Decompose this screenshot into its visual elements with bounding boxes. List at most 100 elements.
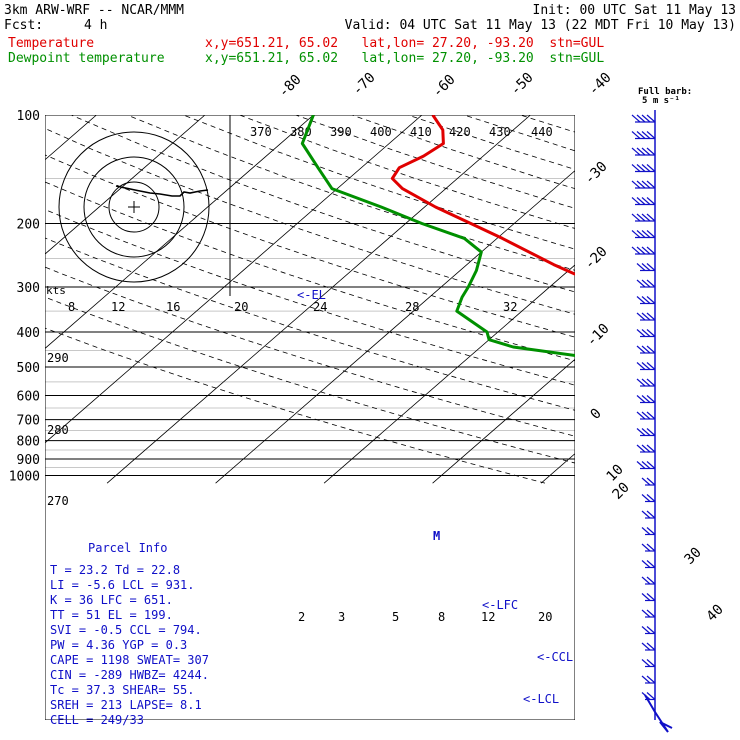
wind-barb: [631, 230, 641, 238]
theta-label: 400: [370, 125, 392, 139]
wind-barb: [641, 279, 651, 288]
wind-barb: [636, 164, 646, 172]
speed-label: 28: [405, 300, 419, 314]
wind-barb: [636, 411, 646, 420]
dry-adiabat: [689, 115, 740, 483]
wind-barb: [646, 230, 656, 238]
temperature-legend: Temperature: [8, 36, 95, 51]
hodograph-kts-label: kts: [46, 284, 66, 297]
isotherm: [215, 170, 575, 484]
isotherm-label: 10: [604, 462, 627, 485]
temperature-location: x,y=651.21, 65.02 lat,lon= 27.20, -93.20…: [205, 36, 605, 51]
parcel-info-row: Tc = 37.3 SHEAR= 55.: [50, 683, 195, 697]
speed-label: 16: [166, 300, 180, 314]
wind-barb: [641, 345, 651, 354]
wind-barb: [641, 576, 651, 585]
wind-barb: [631, 213, 641, 222]
theta-label: 420: [449, 125, 471, 139]
wind-barb: [646, 659, 656, 667]
theta-label: 280: [47, 423, 69, 437]
pressure-label: 200: [17, 218, 40, 233]
wind-barb: [641, 609, 651, 618]
theta-label: 390: [330, 125, 352, 139]
isotherm-label: -10: [584, 321, 613, 350]
wind-barb: [641, 114, 651, 123]
parcel-info-row: TT = 51 EL = 199.: [50, 608, 173, 622]
wind-barb: [641, 444, 651, 453]
parcel-info-title: Parcel Info: [88, 541, 167, 555]
wind-barb: [641, 510, 651, 519]
wind-barb: [646, 345, 656, 354]
forecast-label: Fcst:: [4, 18, 44, 33]
dewpoint-legend: Dewpoint temperature: [8, 51, 165, 66]
wind-barb: [646, 675, 656, 684]
m-marker: M: [433, 529, 440, 543]
wind-barb: [641, 147, 651, 156]
wind-barb: [636, 395, 646, 403]
valid-time: Valid: 04 UTC Sat 11 May 13 (22 MDT Fri …: [344, 18, 736, 33]
wind-barb: [631, 180, 641, 189]
wind-barb: [646, 609, 656, 618]
parcel-info-row: CIN = -289 HWBZ= 4244.: [50, 668, 209, 682]
wind-barb: [646, 494, 656, 502]
wind-barb: [646, 329, 656, 337]
wind-barb: [641, 230, 651, 238]
pressure-label: 500: [17, 361, 40, 376]
wind-barb: [641, 378, 651, 387]
parcel-info-row: T = 23.2 Td = 22.8: [50, 563, 180, 577]
speed-label: 20: [234, 300, 248, 314]
wind-barb: [641, 626, 651, 634]
isotherm-label: -40: [586, 70, 615, 99]
speed-label: 8: [68, 300, 75, 314]
dry-adiabat: [45, 296, 575, 464]
wind-barb: [646, 197, 656, 205]
level-marker: <-CCL: [537, 650, 573, 664]
wind-barb: [646, 362, 656, 370]
dewpoint-location: x,y=651.21, 65.02 lat,lon= 27.20, -93.20…: [205, 51, 605, 66]
wind-barb: [646, 246, 656, 255]
wind-barb: [646, 593, 656, 601]
wind-barb: [646, 180, 656, 189]
mixing-ratio-label: 2: [298, 610, 305, 624]
parcel-info-row: CAPE = 1198 SWEAT= 307: [50, 653, 209, 667]
pressure-label: 400: [17, 326, 40, 341]
parcel-info-row: CELL = 249/33: [50, 713, 144, 727]
hodograph-trace: [115, 185, 209, 197]
parcel-info-row: SREH = 213 LAPSE= 8.1: [50, 698, 202, 712]
dry-adiabat: [45, 181, 575, 362]
barb-key-units: 5 m s⁻¹: [642, 96, 680, 106]
isotherm-label: 40: [704, 602, 727, 625]
init-time: Init: 00 UTC Sat 11 May 13: [532, 3, 737, 18]
wind-barb: [646, 131, 656, 139]
wind-barb: [631, 197, 641, 205]
wind-barb: [646, 395, 656, 403]
theta-label: 270: [47, 494, 69, 508]
wind-barb: [646, 279, 656, 288]
wind-barb: [641, 362, 651, 370]
wind-barb: [631, 246, 641, 255]
wind-barb: [646, 444, 656, 453]
isotherm: [45, 115, 314, 349]
theta-label: 370: [250, 125, 272, 139]
wind-barb: [646, 560, 656, 568]
pressure-label: 100: [17, 109, 40, 124]
wind-barb: [641, 461, 651, 469]
wind-barb: [646, 642, 656, 651]
wind-barb: [641, 494, 651, 502]
level-marker: <-EL: [297, 288, 326, 302]
speed-label: 32: [503, 300, 517, 314]
wind-barb: [646, 312, 656, 321]
hodograph-ring: [108, 181, 160, 233]
dry-adiabat: [45, 327, 546, 484]
wind-barb: [646, 147, 656, 156]
wind-barb: [646, 296, 656, 304]
pressure-label: 800: [17, 435, 40, 450]
forecast-hour: 4 h: [84, 18, 108, 33]
pressure-label: 900: [17, 453, 40, 468]
parcel-info-row: K = 36 LFC = 651.: [50, 593, 173, 607]
theta-label: 290: [47, 351, 69, 365]
wind-barb: [636, 362, 646, 370]
dry-adiabat: [45, 154, 575, 338]
wind-barb: [641, 131, 651, 139]
wind-barb: [631, 131, 641, 139]
